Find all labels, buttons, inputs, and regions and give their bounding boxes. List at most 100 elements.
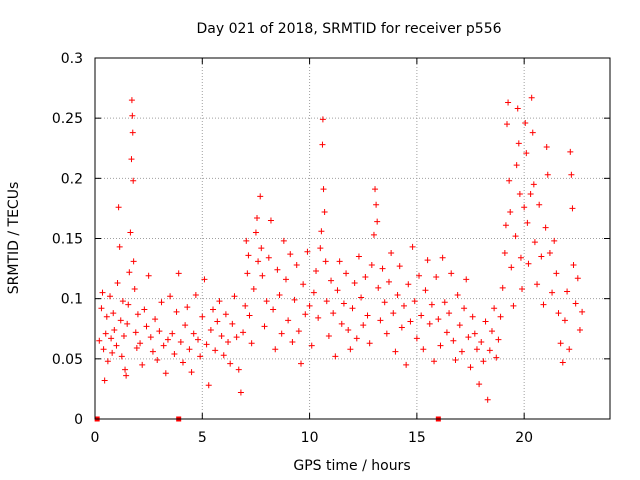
data-point: [383, 330, 390, 337]
data-point: [372, 186, 379, 193]
data-point: [514, 105, 521, 112]
data-point: [405, 281, 412, 288]
data-point: [214, 318, 221, 325]
data-point: [463, 276, 470, 283]
data-point: [103, 313, 110, 320]
data-point: [358, 294, 365, 301]
data-point: [561, 317, 568, 324]
data-point: [420, 346, 427, 353]
data-point: [319, 116, 326, 123]
data-point: [409, 243, 416, 250]
data-point: [360, 322, 367, 329]
data-point: [128, 97, 135, 104]
data-point: [351, 280, 358, 287]
data-point: [118, 353, 125, 360]
data-point: [210, 306, 217, 313]
data-point: [245, 252, 252, 259]
data-point: [306, 302, 313, 309]
data-point: [265, 254, 272, 261]
data-point: [465, 334, 472, 341]
data-point: [456, 322, 463, 329]
data-point: [373, 201, 380, 208]
data-point: [263, 298, 270, 305]
data-point: [147, 334, 154, 341]
data-point: [458, 348, 465, 355]
data-point: [443, 329, 450, 336]
data-point: [512, 233, 519, 240]
data-point: [158, 299, 165, 306]
data-point: [574, 275, 581, 282]
data-point: [569, 205, 576, 212]
data-point: [454, 292, 461, 299]
data-point: [96, 337, 103, 344]
data-point: [117, 317, 124, 324]
data-point: [570, 261, 577, 268]
y-tick-label: 0.25: [52, 111, 83, 127]
data-point: [171, 351, 178, 358]
data-point: [353, 335, 360, 342]
data-point: [201, 276, 208, 283]
data-point: [101, 377, 108, 384]
data-point: [129, 129, 136, 136]
y-tick-label: 0: [74, 412, 83, 428]
data-point: [322, 258, 329, 265]
data-point: [390, 310, 397, 317]
data-point: [504, 121, 510, 128]
data-point: [267, 217, 274, 224]
data-point: [177, 338, 184, 345]
axis-ticks: 0 5 10 15 20 0 0.05 0.1 0.15 0.2 0.25 0.3: [52, 51, 610, 446]
data-point: [149, 348, 156, 355]
data-point: [364, 312, 371, 319]
data-point: [392, 348, 399, 355]
data-point: [114, 280, 121, 287]
data-point: [119, 298, 126, 305]
data-point: [491, 305, 498, 312]
data-point: [424, 257, 431, 264]
data-point: [519, 286, 526, 293]
data-point: [278, 330, 285, 337]
data-point: [300, 281, 307, 288]
data-point: [203, 341, 210, 348]
chart-title: Day 021 of 2018, SRMTID for receiver p55…: [196, 21, 501, 37]
data-point: [184, 304, 191, 311]
data-point: [435, 316, 442, 323]
data-point: [555, 310, 562, 317]
data-point: [133, 345, 140, 352]
data-point: [242, 302, 249, 309]
data-point: [433, 274, 440, 281]
data-point: [551, 237, 558, 244]
data-point: [237, 389, 244, 396]
data-point: [452, 357, 459, 364]
data-point: [396, 263, 403, 270]
y-tick-label: 0.3: [61, 51, 83, 67]
data-point: [513, 162, 520, 169]
data-point: [323, 298, 330, 305]
data-point: [431, 358, 438, 365]
data-point: [123, 372, 130, 379]
y-tick-label: 0.2: [61, 171, 83, 187]
data-point: [505, 99, 512, 106]
data-point: [370, 231, 377, 238]
data-point: [145, 272, 152, 279]
data-point: [375, 284, 382, 291]
data-point: [318, 228, 325, 235]
data-point: [461, 305, 468, 312]
data-point: [388, 249, 395, 256]
data-point: [231, 293, 238, 300]
data-point: [543, 144, 550, 151]
data-point: [542, 224, 549, 231]
data-point: [100, 346, 107, 353]
data-point: [366, 340, 373, 347]
data-point: [126, 269, 133, 276]
data-point: [134, 311, 141, 318]
data-point: [522, 119, 529, 126]
y-tick-label: 0.15: [52, 232, 83, 248]
data-point: [252, 229, 259, 236]
data-point: [320, 186, 327, 193]
data-point: [579, 308, 586, 315]
data-point: [476, 381, 483, 388]
data-point: [557, 340, 564, 347]
data-point: [403, 361, 410, 368]
data-point: [523, 150, 530, 157]
